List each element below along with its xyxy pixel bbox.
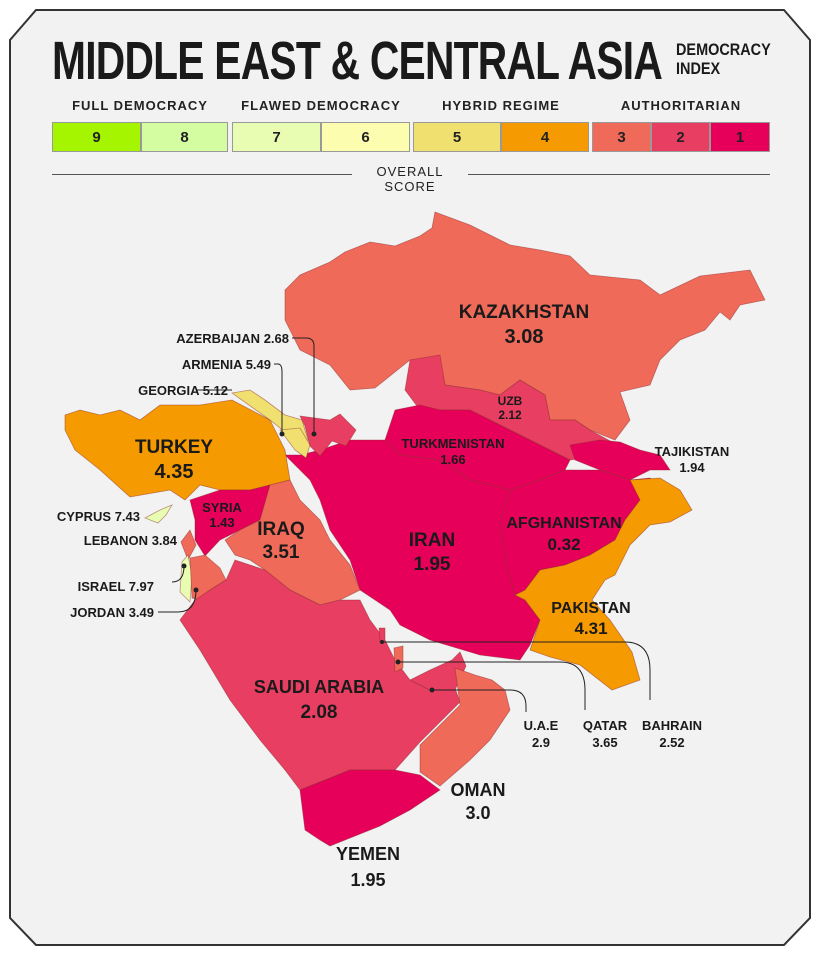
leader-armenia xyxy=(274,363,283,434)
label-oman-name: OMAN xyxy=(451,780,506,800)
overall-score-label: OVERALL SCORE xyxy=(352,164,468,194)
armenia-name: ARMENIA xyxy=(182,357,243,372)
label-oman-score: 3.0 xyxy=(465,803,490,823)
label-bahrain-score: 2.52 xyxy=(659,735,684,750)
country-armenia[interactable] xyxy=(279,427,311,459)
label-syria-name: SYRIA xyxy=(202,500,242,515)
label-jordan: JORDAN 3.49 xyxy=(70,605,154,620)
israel-score: 7.97 xyxy=(129,579,154,594)
label-turkmenistan-score: 1.66 xyxy=(440,452,465,467)
lebanon-score: 3.84 xyxy=(152,533,178,548)
azerbaijan-score: 2.68 xyxy=(264,331,289,346)
leader-uae xyxy=(432,689,527,712)
leader-dots xyxy=(181,431,435,693)
legend-category-full-democracy: FULL DEMOCRACY xyxy=(72,98,208,113)
legend-cell-8: 8 xyxy=(141,122,228,152)
label-syria-score: 1.43 xyxy=(209,515,234,530)
country-cyprus[interactable] xyxy=(144,504,173,524)
label-qatar-name: QATAR xyxy=(583,718,628,733)
label-iran-name: IRAN xyxy=(409,530,455,551)
legend-category-hybrid-regime: HYBRID REGIME xyxy=(442,98,560,113)
label-tajikistan-score: 1.94 xyxy=(679,460,705,475)
label-pakistan-name: PAKISTAN xyxy=(551,600,630,617)
label-kazakhstan-score: 3.08 xyxy=(505,326,544,348)
legend-cell-9: 9 xyxy=(52,122,141,152)
label-yemen-name: YEMEN xyxy=(336,844,400,864)
label-turkey-name: TURKEY xyxy=(135,437,213,458)
legend-cell-7: 7 xyxy=(232,122,321,152)
label-israel: ISRAEL 7.97 xyxy=(78,579,154,594)
leader-lines xyxy=(158,337,651,712)
leader-azerbaijan xyxy=(292,337,315,434)
legend-cell-1: 1 xyxy=(710,122,770,152)
cyprus-name: CYPRUS xyxy=(57,509,112,524)
label-uae-name: U.A.E xyxy=(524,718,559,733)
label-georgia: GEORGIA 5.12 xyxy=(138,383,228,398)
label-qatar-score: 3.65 xyxy=(592,735,617,750)
legend-cell-6: 6 xyxy=(321,122,410,152)
label-iran-score: 1.95 xyxy=(414,554,451,575)
label-azerbaijan: AZERBAIJAN 2.68 xyxy=(176,331,289,346)
page-subtitle: DEMOCRACY INDEX xyxy=(676,40,771,78)
label-saudi-arabia-name: SAUDI ARABIA xyxy=(254,677,384,697)
subtitle-line-2: INDEX xyxy=(676,59,721,78)
georgia-score: 5.12 xyxy=(203,383,228,398)
label-iraq-name: IRAQ xyxy=(257,519,305,540)
country-pakistan[interactable] xyxy=(514,477,693,691)
label-saudi-arabia-score: 2.08 xyxy=(301,702,338,723)
legend-category-flawed-democracy: FLAWED DEMOCRACY xyxy=(241,98,401,113)
label-turkmenistan-name: TURKMENISTAN xyxy=(401,436,504,451)
armenia-score: 5.49 xyxy=(246,357,271,372)
leader-qatar xyxy=(398,661,586,710)
label-afghanistan-score: 0.32 xyxy=(547,535,580,554)
label-uzbekistan-score: 2.12 xyxy=(498,408,522,422)
label-uae-score: 2.9 xyxy=(532,735,550,750)
cyprus-score: 7.43 xyxy=(115,509,140,524)
label-uzbekistan-name: UZB xyxy=(498,394,523,408)
country-oman[interactable] xyxy=(419,667,511,787)
israel-name: ISRAEL xyxy=(78,579,126,594)
label-armenia: ARMENIA 5.49 xyxy=(182,357,271,372)
legend-cell-5: 5 xyxy=(413,122,501,152)
leader-israel xyxy=(171,565,185,583)
legend-cell-2: 2 xyxy=(651,122,710,152)
country-yemen[interactable] xyxy=(299,769,441,847)
lebanon-name: LEBANON xyxy=(84,533,148,548)
label-kazakhstan-name: KAZAKHSTAN xyxy=(459,302,590,323)
country-bahrain[interactable] xyxy=(378,627,386,643)
leader-bahrain xyxy=(382,641,651,700)
country-tajikistan[interactable] xyxy=(569,439,671,481)
azerbaijan-name: AZERBAIJAN xyxy=(176,331,260,346)
label-tajikistan-name: TAJIKISTAN xyxy=(655,444,730,459)
page-title: MIDDLE EAST & CENTRAL ASIA xyxy=(52,31,663,91)
country-saudi-arabia[interactable] xyxy=(179,559,461,791)
label-iraq-score: 3.51 xyxy=(263,542,300,563)
subtitle-line-1: DEMOCRACY xyxy=(676,40,771,59)
jordan-name: JORDAN xyxy=(70,605,125,620)
label-yemen-score: 1.95 xyxy=(350,870,385,890)
legend-category-authoritarian: AUTHORITARIAN xyxy=(620,98,742,113)
legend-cell-3: 3 xyxy=(592,122,651,152)
jordan-score: 3.49 xyxy=(129,605,154,620)
label-cyprus: CYPRUS 7.43 xyxy=(57,509,140,524)
country-iran[interactable] xyxy=(284,439,541,661)
country-lebanon[interactable] xyxy=(180,529,197,561)
legend-cell-4: 4 xyxy=(501,122,589,152)
label-turkey-score: 4.35 xyxy=(155,461,194,483)
label-lebanon: LEBANON 3.84 xyxy=(84,533,178,548)
label-pakistan-score: 4.31 xyxy=(574,619,607,638)
label-bahrain-name: BAHRAIN xyxy=(642,718,702,733)
label-afghanistan-name: AFGHANISTAN xyxy=(506,515,621,532)
georgia-name: GEORGIA xyxy=(138,383,200,398)
leader-jordan xyxy=(158,589,197,613)
country-qatar[interactable] xyxy=(393,645,404,673)
